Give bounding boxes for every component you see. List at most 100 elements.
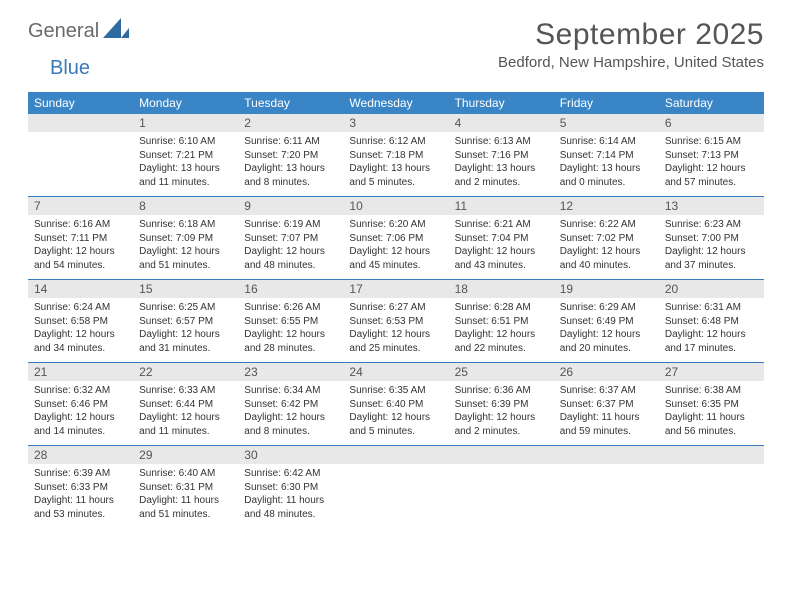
day-cell: 12Sunrise: 6:22 AMSunset: 7:02 PMDayligh… [554,197,659,279]
daylight-text: Daylight: 11 hours and 53 minutes. [34,494,127,521]
daylight-text: Daylight: 12 hours and 5 minutes. [349,411,442,438]
week-row: 14Sunrise: 6:24 AMSunset: 6:58 PMDayligh… [28,280,764,363]
daylight-text: Daylight: 12 hours and 22 minutes. [455,328,548,355]
day-cell: 1Sunrise: 6:10 AMSunset: 7:21 PMDaylight… [133,114,238,196]
day-number: 23 [238,363,343,381]
daylight-text: Daylight: 12 hours and 48 minutes. [244,245,337,272]
daylight-text: Daylight: 12 hours and 34 minutes. [34,328,127,355]
day-content: Sunrise: 6:36 AMSunset: 6:39 PMDaylight:… [449,381,554,444]
day-number: 21 [28,363,133,381]
day-cell: 4Sunrise: 6:13 AMSunset: 7:16 PMDaylight… [449,114,554,196]
day-content: Sunrise: 6:24 AMSunset: 6:58 PMDaylight:… [28,298,133,361]
day-content: Sunrise: 6:29 AMSunset: 6:49 PMDaylight:… [554,298,659,361]
day-number: 13 [659,197,764,215]
day-content: Sunrise: 6:28 AMSunset: 6:51 PMDaylight:… [449,298,554,361]
daylight-text: Daylight: 12 hours and 17 minutes. [665,328,758,355]
day-number: 17 [343,280,448,298]
day-content: Sunrise: 6:25 AMSunset: 6:57 PMDaylight:… [133,298,238,361]
day-number: 3 [343,114,448,132]
daylight-text: Daylight: 11 hours and 56 minutes. [665,411,758,438]
daylight-text: Daylight: 12 hours and 57 minutes. [665,162,758,189]
day-number: 2 [238,114,343,132]
day-content: Sunrise: 6:39 AMSunset: 6:33 PMDaylight:… [28,464,133,527]
sunrise-text: Sunrise: 6:10 AM [139,135,232,149]
sunset-text: Sunset: 7:09 PM [139,232,232,246]
day-cell: 6Sunrise: 6:15 AMSunset: 7:13 PMDaylight… [659,114,764,196]
day-cell: 8Sunrise: 6:18 AMSunset: 7:09 PMDaylight… [133,197,238,279]
day-cell: 24Sunrise: 6:35 AMSunset: 6:40 PMDayligh… [343,363,448,445]
sunrise-text: Sunrise: 6:21 AM [455,218,548,232]
sunset-text: Sunset: 6:57 PM [139,315,232,329]
week-row: 28Sunrise: 6:39 AMSunset: 6:33 PMDayligh… [28,446,764,528]
day-cell: 11Sunrise: 6:21 AMSunset: 7:04 PMDayligh… [449,197,554,279]
day-content: Sunrise: 6:15 AMSunset: 7:13 PMDaylight:… [659,132,764,195]
sunset-text: Sunset: 6:33 PM [34,481,127,495]
daylight-text: Daylight: 12 hours and 14 minutes. [34,411,127,438]
daylight-text: Daylight: 11 hours and 59 minutes. [560,411,653,438]
daylight-text: Daylight: 12 hours and 20 minutes. [560,328,653,355]
sunrise-text: Sunrise: 6:40 AM [139,467,232,481]
sunset-text: Sunset: 7:00 PM [665,232,758,246]
sunrise-text: Sunrise: 6:32 AM [34,384,127,398]
day-cell: 13Sunrise: 6:23 AMSunset: 7:00 PMDayligh… [659,197,764,279]
day-number: 7 [28,197,133,215]
sunset-text: Sunset: 7:06 PM [349,232,442,246]
daylight-text: Daylight: 12 hours and 37 minutes. [665,245,758,272]
daylight-text: Daylight: 13 hours and 11 minutes. [139,162,232,189]
daylight-text: Daylight: 12 hours and 25 minutes. [349,328,442,355]
sunset-text: Sunset: 7:07 PM [244,232,337,246]
day-content: Sunrise: 6:22 AMSunset: 7:02 PMDaylight:… [554,215,659,278]
day-cell: 14Sunrise: 6:24 AMSunset: 6:58 PMDayligh… [28,280,133,362]
sunrise-text: Sunrise: 6:25 AM [139,301,232,315]
daylight-text: Daylight: 13 hours and 5 minutes. [349,162,442,189]
sunset-text: Sunset: 7:18 PM [349,149,442,163]
sunset-text: Sunset: 6:42 PM [244,398,337,412]
daylight-text: Daylight: 12 hours and 31 minutes. [139,328,232,355]
sunset-text: Sunset: 6:39 PM [455,398,548,412]
day-cell: 21Sunrise: 6:32 AMSunset: 6:46 PMDayligh… [28,363,133,445]
day-content: Sunrise: 6:10 AMSunset: 7:21 PMDaylight:… [133,132,238,195]
calendar-page: General September 2025 Bedford, New Hamp… [0,0,792,546]
day-cell: 3Sunrise: 6:12 AMSunset: 7:18 PMDaylight… [343,114,448,196]
daylight-text: Daylight: 12 hours and 40 minutes. [560,245,653,272]
day-cell: 7Sunrise: 6:16 AMSunset: 7:11 PMDaylight… [28,197,133,279]
day-number: 1 [133,114,238,132]
sunset-text: Sunset: 6:58 PM [34,315,127,329]
sunrise-text: Sunrise: 6:11 AM [244,135,337,149]
logo-text-blue: Blue [50,57,90,79]
day-cell: 19Sunrise: 6:29 AMSunset: 6:49 PMDayligh… [554,280,659,362]
day-content: Sunrise: 6:35 AMSunset: 6:40 PMDaylight:… [343,381,448,444]
sunrise-text: Sunrise: 6:35 AM [349,384,442,398]
day-header-row: Sunday Monday Tuesday Wednesday Thursday… [28,92,764,114]
sunset-text: Sunset: 6:37 PM [560,398,653,412]
daylight-text: Daylight: 12 hours and 11 minutes. [139,411,232,438]
week-row: 21Sunrise: 6:32 AMSunset: 6:46 PMDayligh… [28,363,764,446]
logo-sail-icon [103,18,129,44]
sunrise-text: Sunrise: 6:33 AM [139,384,232,398]
sunrise-text: Sunrise: 6:19 AM [244,218,337,232]
sunset-text: Sunset: 6:40 PM [349,398,442,412]
daylight-text: Daylight: 13 hours and 2 minutes. [455,162,548,189]
day-number: 8 [133,197,238,215]
sunset-text: Sunset: 6:44 PM [139,398,232,412]
day-number: 26 [554,363,659,381]
day-number: 25 [449,363,554,381]
sunrise-text: Sunrise: 6:39 AM [34,467,127,481]
day-cell: 17Sunrise: 6:27 AMSunset: 6:53 PMDayligh… [343,280,448,362]
daylight-text: Daylight: 12 hours and 45 minutes. [349,245,442,272]
day-cell: 23Sunrise: 6:34 AMSunset: 6:42 PMDayligh… [238,363,343,445]
day-number: 22 [133,363,238,381]
day-number: 11 [449,197,554,215]
day-number: 24 [343,363,448,381]
day-content: Sunrise: 6:18 AMSunset: 7:09 PMDaylight:… [133,215,238,278]
logo-text-general: General [28,20,99,43]
day-number: 4 [449,114,554,132]
day-cell [343,446,448,528]
day-cell: 27Sunrise: 6:38 AMSunset: 6:35 PMDayligh… [659,363,764,445]
day-cell: 25Sunrise: 6:36 AMSunset: 6:39 PMDayligh… [449,363,554,445]
daylight-text: Daylight: 12 hours and 51 minutes. [139,245,232,272]
calendar-grid: Sunday Monday Tuesday Wednesday Thursday… [28,92,764,528]
day-number: 10 [343,197,448,215]
day-cell: 15Sunrise: 6:25 AMSunset: 6:57 PMDayligh… [133,280,238,362]
sunrise-text: Sunrise: 6:14 AM [560,135,653,149]
